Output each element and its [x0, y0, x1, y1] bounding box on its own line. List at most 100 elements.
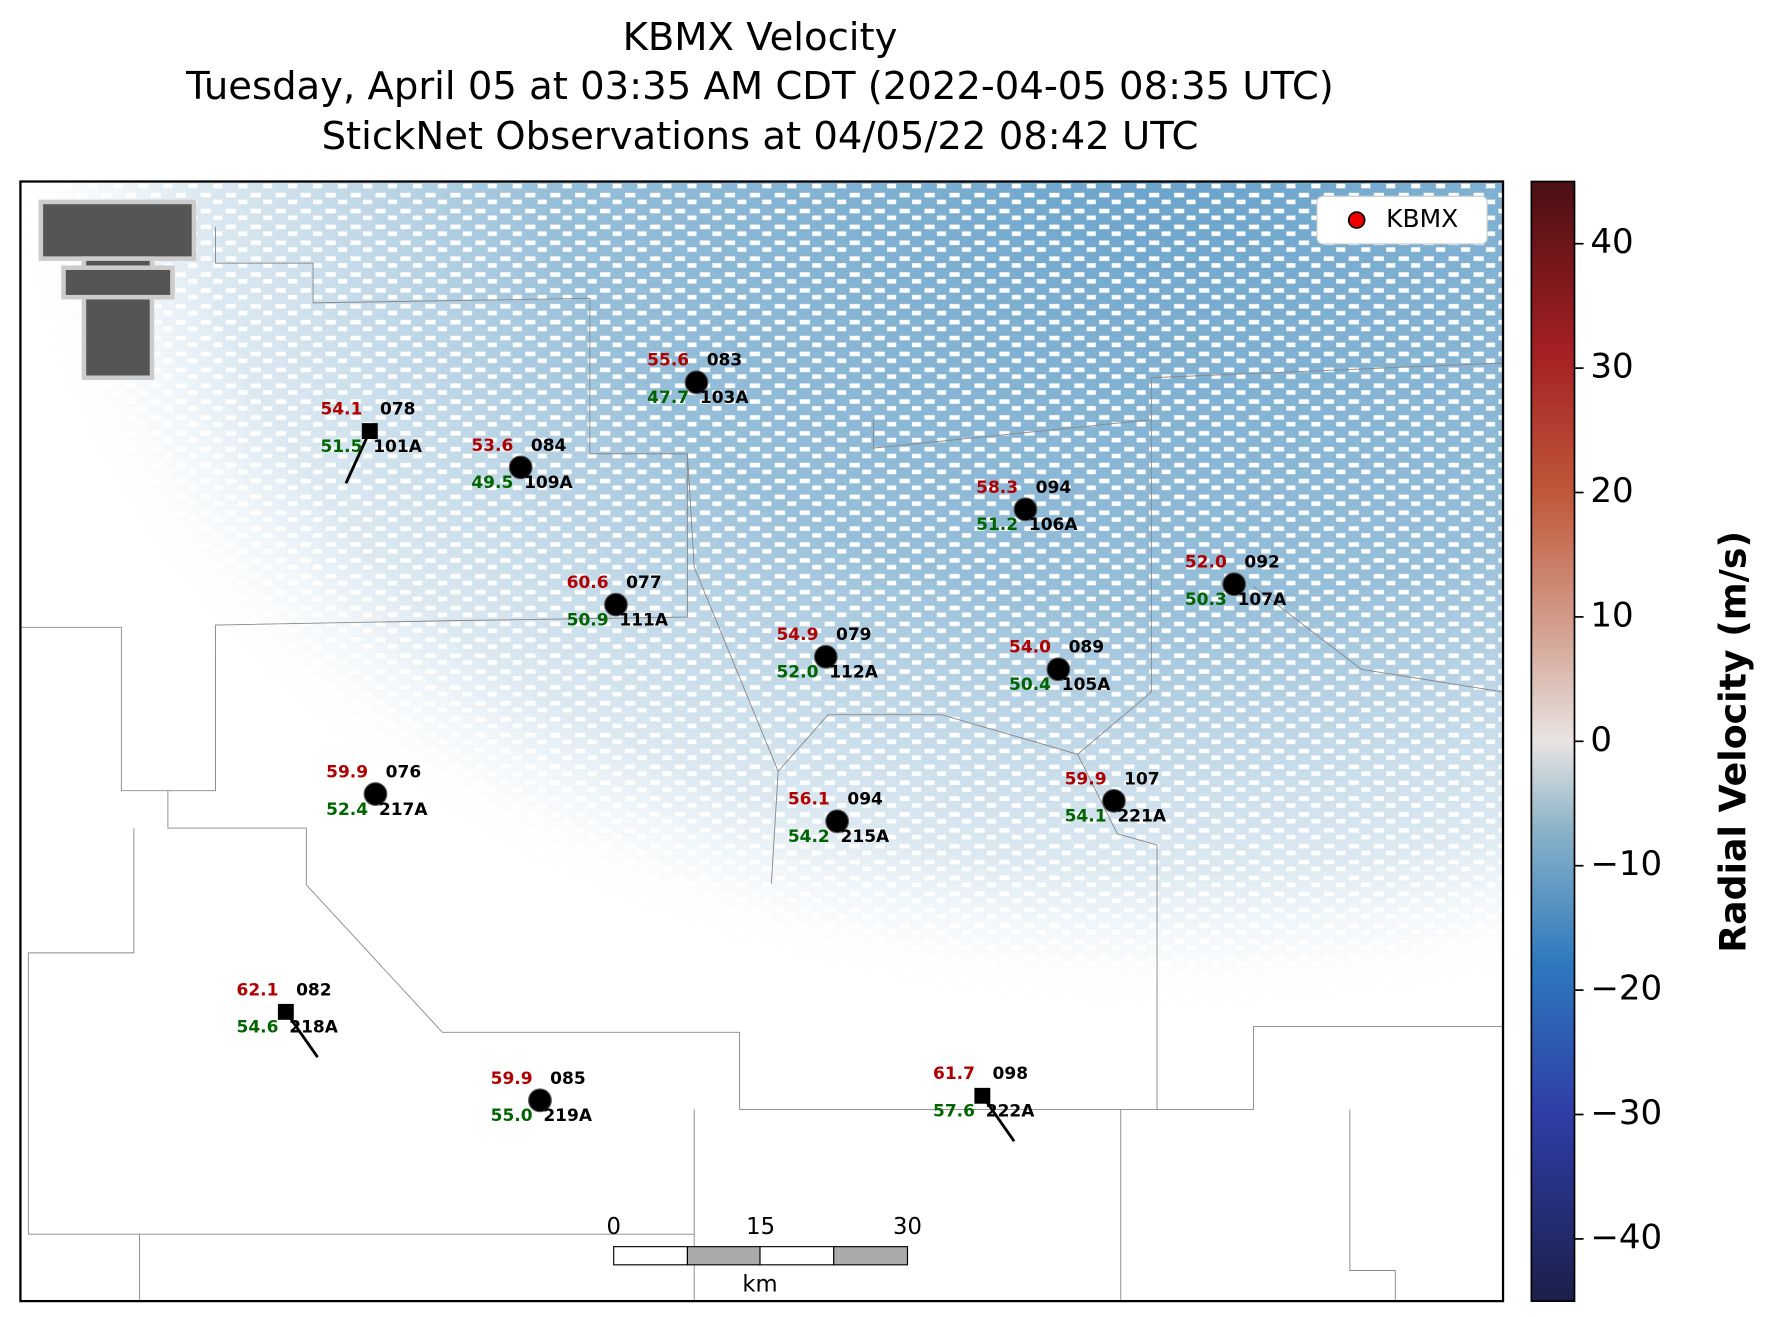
station-marker	[684, 370, 709, 395]
station-id: 109A	[524, 473, 573, 493]
dewpoint-label: 52.4	[326, 800, 368, 820]
map-frame	[19, 180, 1505, 1303]
station-id: 106A	[1029, 515, 1078, 535]
dewpoint-label: 52.0	[776, 663, 818, 683]
temperature-label: 59.9	[491, 1069, 533, 1089]
station-marker	[508, 455, 533, 480]
colorbar-tick-label: 40	[1590, 222, 1633, 262]
station-marker	[813, 644, 838, 669]
station-id: 111A	[619, 610, 668, 630]
dewpoint-label: 55.0	[491, 1106, 533, 1126]
legend: KBMX	[1316, 195, 1488, 245]
scale-tick-label: 15	[746, 1214, 775, 1240]
station-marker	[1013, 497, 1038, 522]
station-marker	[1046, 657, 1071, 682]
dewpoint-label: 50.3	[1185, 590, 1227, 610]
colorbar-label: Radial Velocity (m/s)	[1712, 531, 1755, 953]
wind-direction-label: 078	[380, 400, 416, 420]
wind-direction-label: 085	[550, 1069, 586, 1089]
station-marker	[528, 1088, 552, 1113]
station-marker	[604, 592, 628, 617]
dewpoint-label: 57.6	[933, 1102, 975, 1122]
temperature-label: 59.9	[1065, 769, 1107, 789]
temperature-label: 55.6	[647, 351, 689, 371]
county-boundaries	[20, 226, 1504, 1302]
scale-tick-label: 30	[893, 1214, 922, 1240]
station-id: 217A	[379, 800, 428, 820]
wind-direction-label: 092	[1244, 553, 1280, 573]
title-line: StickNet Observations at 04/05/22 08:42 …	[322, 114, 1199, 159]
colorbar-tick-label: −30	[1590, 1093, 1662, 1133]
wind-direction-label: 094	[1036, 478, 1072, 498]
colorbar-ramp	[1530, 180, 1576, 1302]
station-marker	[277, 1003, 294, 1020]
temperature-label: 54.9	[776, 625, 818, 645]
colorbar-tick-label: −20	[1590, 969, 1662, 1009]
station-id: 219A	[543, 1106, 592, 1126]
wind-direction-label: 082	[296, 980, 332, 1000]
station-marker	[363, 782, 388, 806]
title-line: Tuesday, April 05 at 03:35 AM CDT (2022-…	[185, 64, 1334, 109]
colorbar-tick-label: −10	[1590, 844, 1662, 884]
station-marker	[361, 423, 378, 440]
station-marker	[825, 809, 850, 834]
wind-direction-label: 098	[993, 1064, 1029, 1084]
dewpoint-label: 50.4	[1009, 675, 1051, 695]
wind-direction-label: 083	[707, 351, 743, 371]
map-panel: KBMX 55.6 083 47.7 103A 54.1 078 51.5 101A 53.6 0…	[19, 180, 1505, 1303]
wind-direction-label: 077	[626, 573, 662, 593]
station-marker	[1102, 788, 1126, 813]
wind-direction-label: 107	[1124, 769, 1160, 789]
station-id: 215A	[841, 827, 890, 847]
dewpoint-label: 54.2	[788, 827, 830, 847]
colorbar-tick-label: 30	[1590, 347, 1633, 387]
wind-direction-label: 084	[531, 436, 567, 456]
title-line: KBMX Velocity	[623, 15, 898, 60]
temperature-label: 60.6	[567, 573, 609, 593]
colorbar-tick-label: 20	[1590, 471, 1633, 511]
scale-bar: km 0 15 30	[606, 1214, 921, 1298]
temperature-label: 58.3	[976, 478, 1018, 498]
station-id: 101A	[373, 437, 422, 457]
dewpoint-label: 51.5	[320, 437, 362, 457]
wind-barb	[344, 430, 372, 484]
dewpoint-label: 49.5	[471, 473, 513, 493]
wind-direction-label: 076	[386, 763, 421, 783]
station-id: 105A	[1062, 675, 1111, 695]
colorbar-tick-label: 0	[1590, 720, 1612, 760]
temperature-label: 53.6	[471, 436, 513, 456]
wind-direction-label: 094	[847, 790, 883, 810]
station-marker	[1222, 572, 1247, 597]
station-id: 112A	[829, 663, 878, 683]
scale-tick-label: 0	[606, 1214, 620, 1240]
temperature-label: 61.7	[933, 1064, 975, 1084]
temperature-label: 52.0	[1185, 553, 1227, 573]
station-id: 218A	[289, 1018, 338, 1038]
temperature-label: 59.9	[326, 763, 368, 783]
dewpoint-label: 47.7	[647, 388, 689, 408]
dewpoint-label: 54.6	[237, 1018, 279, 1038]
station-id: 103A	[700, 388, 749, 408]
station-id: 221A	[1117, 807, 1166, 827]
colorbar-tick-label: 10	[1590, 595, 1633, 635]
temperature-label: 62.1	[237, 980, 279, 1000]
dewpoint-label: 54.1	[1065, 807, 1107, 827]
temperature-label: 56.1	[788, 790, 830, 810]
colorbar: Radial Velocity (m/s) −40 −30 −20 −10 0 10 20 3…	[1530, 180, 1755, 1302]
dewpoint-label: 50.9	[567, 610, 609, 630]
station-marker	[974, 1087, 991, 1104]
scale-unit: km	[742, 1272, 777, 1298]
temperature-label: 54.0	[1009, 638, 1051, 658]
dewpoint-label: 51.2	[976, 515, 1018, 535]
colorbar-tick-label: −40	[1590, 1217, 1662, 1257]
wind-direction-label: 079	[836, 625, 872, 645]
wind-direction-label: 089	[1069, 638, 1105, 658]
temperature-label: 54.1	[320, 400, 362, 420]
stations: 55.6 083 47.7 103A 54.1 078 51.5 101A 53.6 084 49.…	[237, 351, 1287, 1142]
station-id: 222A	[986, 1102, 1035, 1122]
radar-echo	[20, 181, 1504, 1302]
station-id: 107A	[1238, 590, 1287, 610]
logo	[38, 199, 197, 381]
legend-label: KBMX	[1386, 204, 1458, 233]
